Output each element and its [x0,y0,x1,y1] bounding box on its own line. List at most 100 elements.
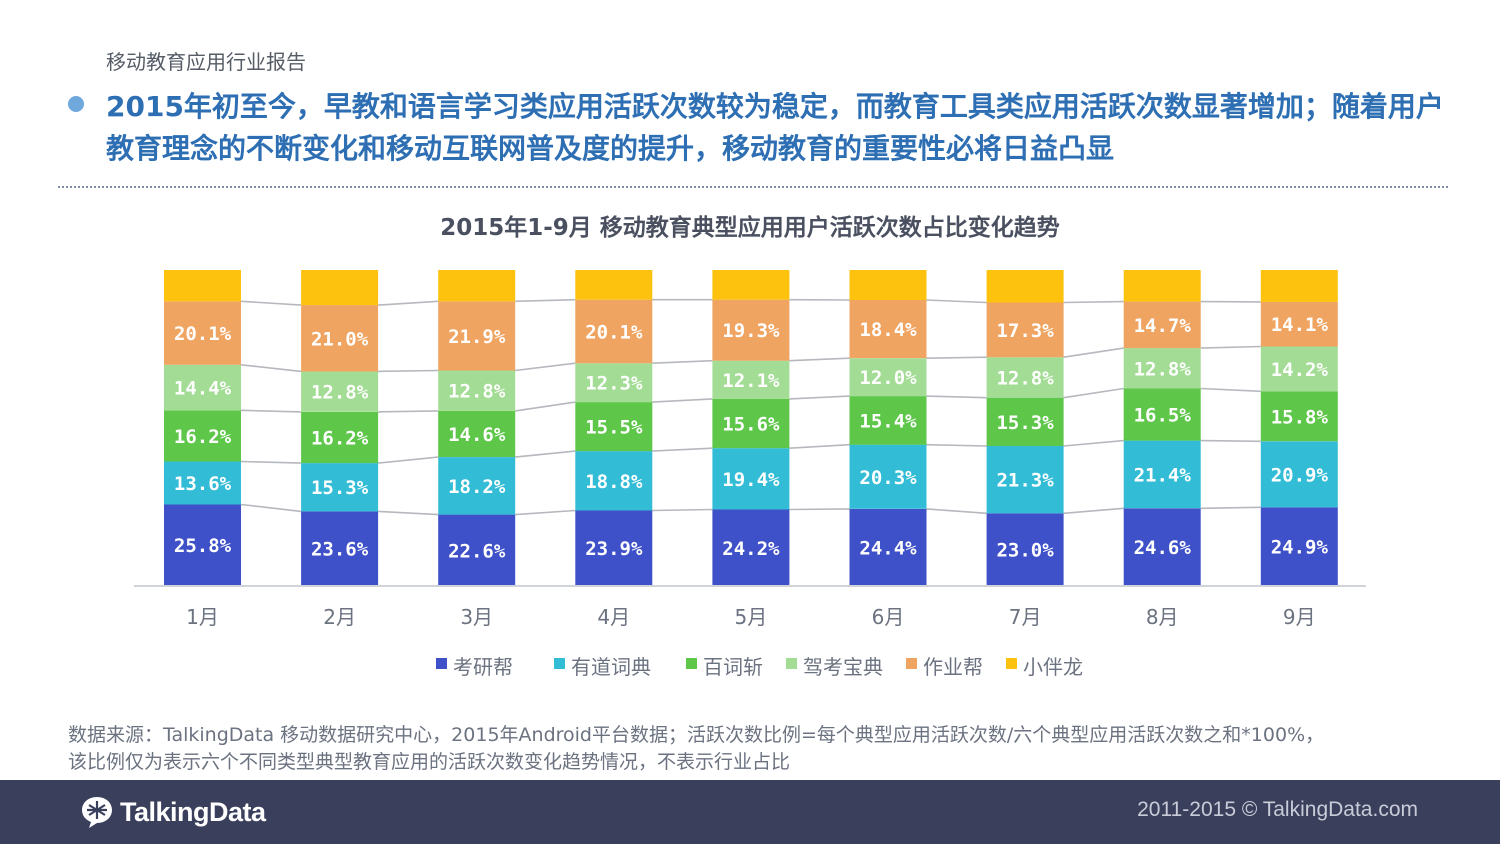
connector-line-作业帮-1 [240,300,302,306]
bar-segment-驾考宝典-6月 [849,358,927,397]
connector-line-百词斩-7 [1063,387,1124,399]
value-label-有道词典-7月: 21.3% [996,470,1054,492]
bar-segment-作业帮-6月 [849,300,927,359]
connector-line-有道词典-8 [1200,439,1261,443]
bar-segment-百词斩-7月 [986,397,1064,446]
legend-label-作业帮: 作业帮 [923,655,983,679]
value-label-有道词典-1月: 13.6% [174,473,232,495]
connector-line-驾考宝典-8 [1200,345,1261,349]
value-label-考研帮-8月: 24.6% [1134,537,1192,559]
connector-line-考研帮-4 [652,508,713,512]
footnote-line-2: 该比例仅为表示六个不同类型典型教育应用的活跃次数变化趋势情况，不表示行业占比 [68,751,791,773]
bar-segment-有道词典-7月 [986,446,1064,514]
value-label-驾考宝典-9月: 14.2% [1271,359,1329,381]
value-labels: 25.8% 13.6% 16.2% 14.4% 20.1% 23.6% 15.3% 16.2%… [174,314,1329,562]
stacked-bar-chart: 25.8% 13.6% 16.2% 14.4% 20.1% 23.6% 15.3% 16.2%… [134,270,1366,679]
footnote-line-1: 数据来源：TalkingData 移动数据研究中心，2015年Android平台… [68,724,1325,746]
category-label-2月: 2月 [323,605,356,629]
connector-line-作业帮-6 [926,299,987,304]
value-label-考研帮-3月: 22.6% [448,540,506,562]
bar-segment-考研帮-6月 [849,508,927,586]
bar-segment-考研帮-9月 [1260,507,1338,586]
value-label-驾考宝典-8月: 12.8% [1134,358,1192,380]
value-label-驾考宝典-5月: 12.1% [722,370,780,392]
bar-segment-作业帮-9月 [1260,301,1338,347]
bar-segment-百词斩-5月 [712,398,790,449]
bar-segment-百词斩-6月 [849,396,927,445]
value-label-作业帮-9月: 14.1% [1271,314,1329,336]
connector-line-驾考宝典-6 [926,356,987,359]
dotted-divider [58,186,1448,188]
connector-line-作业帮-7 [1063,300,1124,304]
connector-line-有道词典-1 [240,460,302,464]
legend-label-小伴龙: 小伴龙 [1023,655,1083,679]
bar-segment-作业帮-2月 [301,305,379,372]
bar-segment-小伴龙-8月 [1123,270,1201,302]
footnote: 数据来源：TalkingData 移动数据研究中心，2015年Android平台… [68,722,1448,776]
category-labels: 1月 2月 3月 4月 5月 6月 7月 8月 9月 [186,605,1316,629]
category-label-1月: 1月 [186,605,219,629]
copyright-text: 2011-2015 © TalkingData.com [1137,798,1418,821]
connector-line-驾考宝典-7 [1063,347,1124,358]
bar-segment-考研帮-8月 [1123,508,1201,586]
connector-line-考研帮-6 [926,508,987,515]
value-label-作业帮-2月: 21.0% [311,328,369,350]
value-label-考研帮-9月: 24.9% [1271,537,1329,559]
bar-segment-有道词典-9月 [1260,441,1338,508]
bar-segment-作业帮-3月 [438,301,516,371]
value-label-有道词典-4月: 18.8% [585,471,643,493]
legend: 考研帮 有道词典 百词斩 驾考宝典 作业帮 小伴龙 [436,655,1083,679]
connector-line-考研帮-8 [1200,506,1261,510]
bar-segment-小伴龙-9月 [1260,270,1338,302]
value-label-作业帮-7月: 17.3% [996,320,1054,342]
connector-line-有道词典-6 [926,443,987,447]
category-label-9月: 9月 [1283,605,1316,629]
chart-title: 2015年1-9月 移动教育典型应用用户活跃次数占比变化趋势 [440,215,1060,241]
value-label-驾考宝典-2月: 12.8% [311,382,369,404]
connector-line-百词斩-5 [789,395,850,400]
value-label-有道词典-6月: 20.3% [859,467,917,489]
bar-segment-驾考宝典-4月 [575,363,653,403]
legend-swatch-考研帮 [436,658,447,669]
bar-segment-考研帮-3月 [438,514,516,586]
category-label-4月: 4月 [597,605,630,629]
connector-line-驾考宝典-2 [378,369,439,373]
connector-line-有道词典-3 [515,450,576,458]
bar-segment-有道词典-2月 [301,463,379,512]
legend-swatch-小伴龙 [1006,658,1017,669]
value-label-有道词典-8月: 21.4% [1134,465,1192,487]
footer-bar: TalkingData 2011-2015 © TalkingData.com [0,780,1500,844]
value-label-驾考宝典-7月: 12.8% [996,367,1054,389]
bar-segment-有道词典-8月 [1123,440,1201,509]
value-label-作业帮-4月: 20.1% [585,322,643,344]
value-label-作业帮-1月: 20.1% [174,323,232,345]
bar-segment-驾考宝典-8月 [1123,348,1201,389]
value-label-有道词典-5月: 19.4% [722,469,780,491]
value-label-驾考宝典-1月: 14.4% [174,378,232,400]
connector-line-考研帮-3 [515,509,576,516]
value-label-有道词典-3月: 18.2% [448,476,506,498]
bar-segment-有道词典-1月 [164,461,241,505]
bar-segment-有道词典-3月 [438,457,516,515]
connector-line-有道词典-4 [652,447,713,452]
legend-label-百词斩: 百词斩 [703,655,763,679]
legend-swatch-有道词典 [554,658,565,669]
value-label-有道词典-9月: 20.9% [1271,464,1329,486]
connector-line-驾考宝典-3 [515,362,576,372]
bar-segment-有道词典-6月 [849,444,927,509]
bar-segment-驾考宝典-9月 [1260,346,1338,392]
value-label-百词斩-9月: 15.8% [1271,406,1329,428]
logo-text: TalkingData [120,796,266,827]
connector-lines [240,298,1261,516]
bar-segment-百词斩-2月 [301,411,379,464]
bar-segment-有道词典-4月 [575,451,653,511]
bar-segment-作业帮-1月 [164,301,241,365]
value-label-百词斩-2月: 16.2% [311,428,369,450]
bar-segment-作业帮-7月 [986,302,1064,358]
connector-line-百词斩-4 [652,398,713,403]
connector-line-百词斩-8 [1200,387,1261,393]
bar-segment-小伴龙-7月 [986,270,1064,303]
legend-label-考研帮: 考研帮 [453,655,513,679]
category-label-5月: 5月 [735,605,768,629]
bar-segment-小伴龙-2月 [301,270,379,306]
